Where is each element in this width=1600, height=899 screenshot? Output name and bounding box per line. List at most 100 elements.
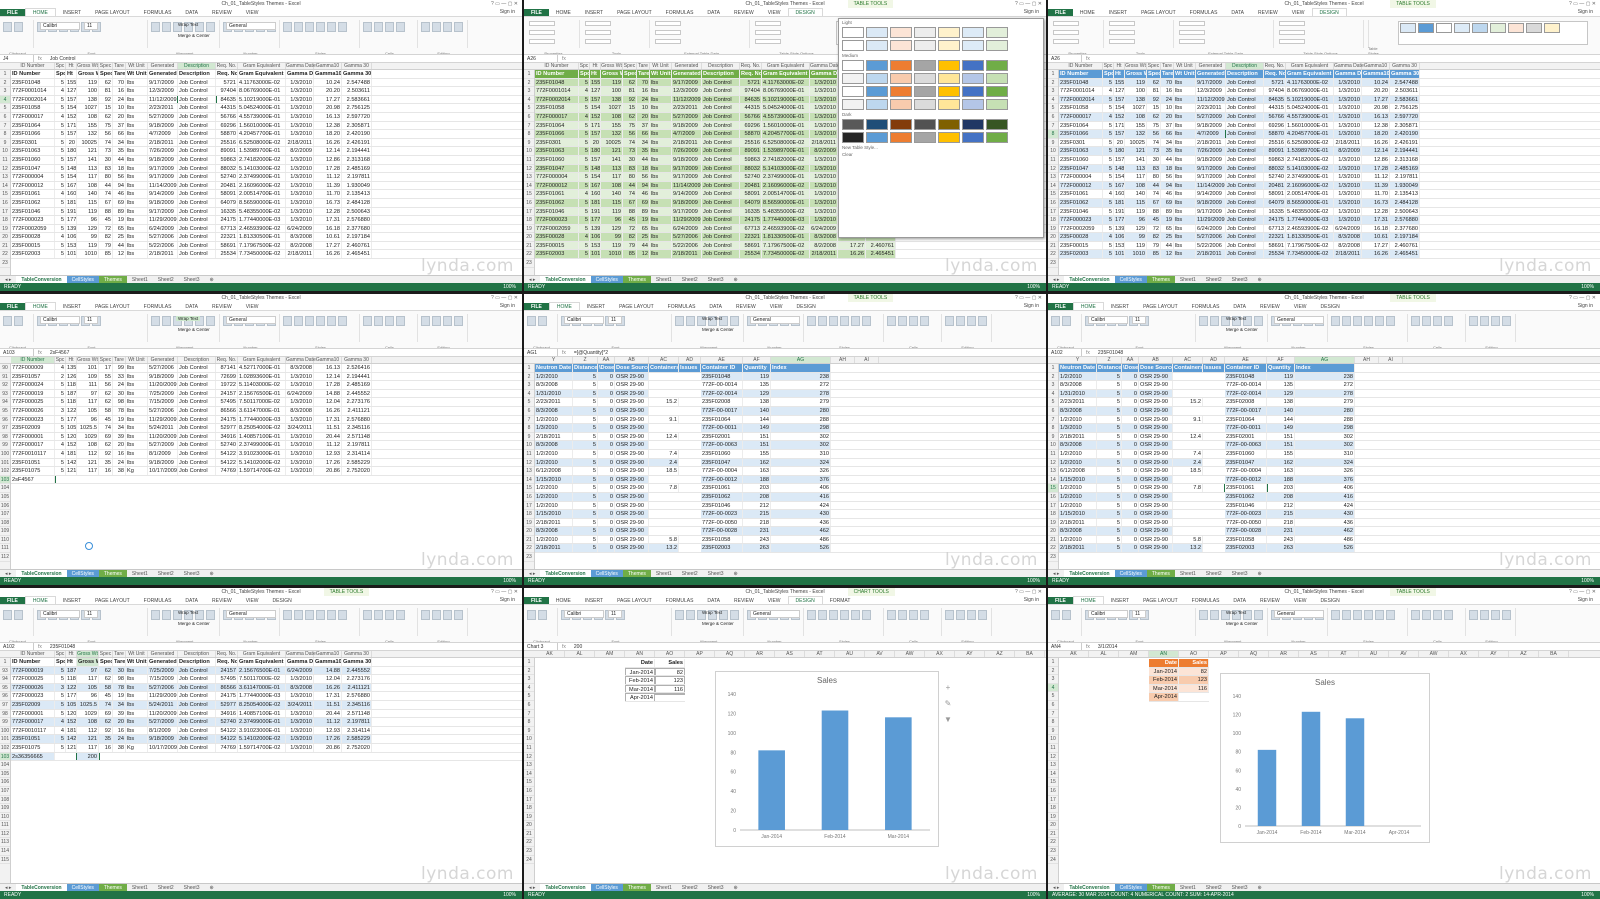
table-cell[interactable]: 1/2/2010: [1059, 449, 1097, 458]
add-sheet-button[interactable]: ⊕: [209, 571, 214, 577]
ribbon-tab-insert[interactable]: INSERT: [586, 304, 606, 310]
table-cell[interactable]: 5: [573, 544, 598, 553]
table-cell[interactable]: 33: [113, 372, 126, 381]
table-cell[interactable]: 218: [743, 518, 771, 527]
table-cell[interactable]: lbs: [650, 147, 672, 155]
table-cell[interactable]: 12.14: [314, 147, 342, 155]
table-cell[interactable]: 88: [1147, 207, 1161, 216]
column-header[interactable]: Spc: [1103, 63, 1114, 69]
table-cell[interactable]: 74: [99, 190, 113, 198]
zoom-level[interactable]: 100%: [1027, 284, 1040, 290]
sheet-tab-sheet2[interactable]: Sheet2: [681, 277, 698, 283]
table-cell[interactable]: 20.20: [314, 87, 342, 95]
table-cell[interactable]: 1/3/2010: [286, 87, 314, 95]
table-cell[interactable]: 0: [598, 527, 615, 535]
table-cell[interactable]: 5: [1097, 535, 1122, 544]
ribbon-button-icon[interactable]: [283, 22, 292, 32]
table-cell[interactable]: 5: [579, 155, 590, 164]
ribbon-group-cells[interactable]: Cells: [886, 608, 942, 642]
column-header[interactable]: Gram Equivalent: [1286, 63, 1334, 69]
table-cell[interactable]: 2.597720: [1390, 112, 1420, 121]
table-cell[interactable]: 235F01047: [1059, 164, 1103, 173]
table-cell[interactable]: 2/18/2011: [535, 518, 573, 527]
column-heading[interactable]: Issues: [1203, 364, 1225, 372]
column-header[interactable]: Generated: [672, 63, 702, 69]
table-cell[interactable]: OSR 29-90: [615, 415, 649, 424]
row-header[interactable]: 3: [1048, 381, 1058, 390]
column-heading[interactable]: Gram Equivalent: [238, 658, 286, 666]
table-cell[interactable]: 298: [1295, 424, 1355, 432]
ribbon-button-icon[interactable]: [1364, 610, 1373, 620]
table-cell[interactable]: lbs: [1174, 155, 1196, 164]
ribbon-button-icon[interactable]: [316, 610, 325, 620]
table-cell[interactable]: 1/3/2010: [1334, 216, 1362, 224]
column-heading[interactable]: Gram Equivalent: [238, 70, 286, 78]
column-heading[interactable]: Description: [702, 70, 740, 78]
sheet-tab-tableconversion[interactable]: TableConversion: [1064, 884, 1115, 891]
ribbon-tab-view[interactable]: VIEW: [1293, 304, 1307, 310]
table-cell[interactable]: 160: [1115, 190, 1125, 198]
table-cell[interactable]: 302: [771, 432, 831, 441]
ribbon-tab-home[interactable]: HOME: [24, 596, 56, 604]
table-cell[interactable]: 109: [77, 372, 99, 381]
table-cell[interactable]: 140: [743, 406, 771, 415]
table-cell[interactable]: 9/18/2009: [148, 198, 178, 207]
column-header[interactable]: AY: [955, 651, 985, 657]
column-header[interactable]: AW: [1419, 651, 1449, 657]
table-cell[interactable]: 772F000023: [535, 216, 579, 224]
table-cell[interactable]: 8.06769000E-01: [238, 87, 286, 95]
table-cell[interactable]: 10/17/2009: [149, 743, 178, 752]
table-cell[interactable]: 7.8: [649, 484, 679, 492]
sheet-tab-themes[interactable]: Themes: [1146, 570, 1175, 577]
table-cell[interactable]: 127: [1115, 87, 1125, 95]
table-cell[interactable]: 2.16096000E-02: [238, 181, 286, 190]
table-cell[interactable]: 9/17/2009: [148, 173, 178, 181]
sheet-nav-arrows[interactable]: ◂ ▸: [5, 885, 12, 891]
table-cell[interactable]: 1/3/2010: [810, 112, 838, 121]
table-cell[interactable]: lbs: [126, 381, 148, 389]
row-header[interactable]: 20: [0, 233, 10, 242]
row-header[interactable]: 8: [1048, 424, 1058, 433]
column-header[interactable]: Tare: [637, 63, 650, 69]
table-cell[interactable]: 243: [1267, 535, 1295, 544]
table-style-option[interactable]: [890, 119, 912, 130]
table-cell[interactable]: 0: [1122, 544, 1139, 553]
ribbon-tab-view[interactable]: VIEW: [769, 304, 783, 310]
font-size-box[interactable]: 11: [1132, 610, 1146, 618]
table-cell[interactable]: 2.485169: [342, 381, 372, 389]
table-cell[interactable]: 235F0301: [535, 138, 579, 147]
column-header[interactable]: Gamma10: [314, 357, 342, 363]
table-cell[interactable]: 302: [1295, 441, 1355, 449]
table-cell[interactable]: 11/12/2009: [1196, 95, 1226, 104]
table-cell[interactable]: 4.55739000E-01: [238, 112, 286, 121]
ribbon-tab-home[interactable]: HOME: [555, 10, 571, 16]
table-cell[interactable]: Job Control: [178, 164, 216, 173]
column-heading[interactable]: Containers: [1173, 364, 1203, 372]
table-cell[interactable]: Job Control: [1226, 207, 1264, 216]
table-cell[interactable]: Kg: [126, 743, 148, 752]
chart-title[interactable]: Sales: [816, 676, 837, 685]
column-header[interactable]: Spec: [99, 63, 113, 69]
table-cell[interactable]: 127: [590, 87, 601, 95]
table-cell[interactable]: 5: [1097, 424, 1122, 432]
table-cell[interactable]: 235F01061: [535, 190, 579, 198]
table-cell[interactable]: 2.345116: [342, 700, 372, 709]
table-cell[interactable]: 83: [1147, 164, 1161, 173]
table-cell[interactable]: 111: [77, 381, 99, 389]
table-cell[interactable]: lbs: [650, 95, 672, 104]
table-cell[interactable]: Job Control: [1226, 216, 1264, 224]
table-cell[interactable]: 310: [1295, 449, 1355, 458]
table-cell[interactable]: lbs: [650, 87, 672, 95]
table-cell[interactable]: 5: [55, 467, 66, 475]
row-header[interactable]: 109: [0, 528, 10, 536]
sheet-tab-cellstyles[interactable]: CellStyles: [1114, 276, 1147, 283]
row-header[interactable]: 13: [0, 173, 10, 182]
ribbon-group-editing[interactable]: Editing: [420, 20, 468, 54]
table-cell[interactable]: Job Control: [1226, 87, 1264, 95]
table-cell[interactable]: 8.06769000E-01: [1286, 87, 1334, 95]
table-cell[interactable]: 235F01047: [701, 458, 743, 467]
table-cell[interactable]: 187: [67, 389, 77, 398]
name-box[interactable]: J4: [0, 55, 34, 62]
ribbon-button-icon[interactable]: [1502, 610, 1511, 620]
table-cell[interactable]: 142: [66, 735, 77, 743]
